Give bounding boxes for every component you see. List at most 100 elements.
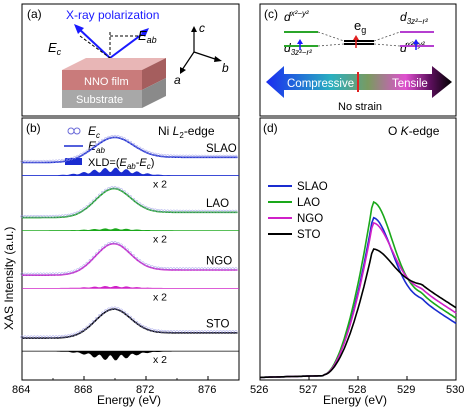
ec-point — [66, 213, 71, 217]
ec-point — [163, 329, 167, 334]
axis-a-label: a — [174, 73, 181, 87]
ec-point — [116, 307, 120, 311]
axis-b-line — [193, 51, 219, 61]
ec-point — [172, 330, 176, 334]
panel-c: (c) dx²−y² d3z²−r² eg d3z²−r² dx²−y² — [259, 3, 457, 117]
ec-point — [125, 138, 129, 143]
series-slao: SLAO x 2 — [20, 134, 239, 191]
ec-point — [184, 154, 188, 158]
ec-point — [156, 329, 160, 333]
ec-point — [225, 209, 229, 213]
ec-point — [203, 330, 207, 334]
axis-b-arrow-icon — [214, 56, 222, 62]
ec-point — [175, 330, 179, 334]
eab-arrow-icon — [109, 31, 146, 59]
x2-label: x 2 — [153, 291, 167, 303]
axis-b-label: b — [222, 61, 229, 75]
ec-point — [101, 138, 105, 142]
ec-point — [94, 252, 98, 256]
ec-point — [48, 335, 52, 339]
ec-point — [212, 267, 216, 271]
ec-point — [156, 153, 160, 157]
x-tick-label: 864 — [12, 384, 30, 396]
ec-point — [45, 214, 49, 219]
ec-point — [51, 159, 55, 163]
ec-point — [63, 334, 67, 338]
ec-point — [203, 267, 207, 271]
x-tick-label: 530 — [446, 384, 464, 396]
ec-point — [169, 330, 173, 334]
ec-point — [125, 313, 129, 317]
panel-b-x-ticks: 864 868 872 876 — [12, 376, 216, 396]
left-electron-head-icon — [297, 39, 303, 44]
panel-d-xlabel: Energy (eV) — [323, 393, 387, 407]
ec-point — [212, 154, 216, 158]
film-top-face — [62, 58, 166, 70]
ec-point — [132, 197, 136, 201]
ec-point — [215, 154, 219, 158]
ec-point — [175, 154, 179, 158]
ec-point — [184, 209, 188, 213]
ec-point — [150, 265, 154, 269]
ec-point — [234, 267, 238, 271]
ec-point — [225, 267, 229, 271]
ec-point — [73, 269, 77, 273]
ec-point — [197, 330, 201, 334]
ec-point — [166, 154, 170, 158]
ec-point — [63, 271, 67, 275]
series-label-ngo: NGO — [206, 256, 232, 268]
ec-point — [228, 209, 232, 213]
ec-arrow-icon — [77, 27, 111, 59]
ec-point — [122, 310, 126, 314]
series-label-slao: SLAO — [206, 143, 237, 155]
ec-point — [218, 154, 222, 158]
ec-point — [20, 335, 24, 339]
ec-point — [29, 159, 33, 164]
ec-point — [113, 186, 117, 190]
ec-point — [132, 142, 136, 146]
ec-point — [163, 267, 167, 271]
ec-point — [39, 214, 43, 219]
panel-d-frame — [259, 117, 457, 381]
ec-point — [225, 154, 229, 158]
film-front-face — [62, 70, 142, 90]
ec-point — [231, 209, 235, 213]
ec-point — [82, 264, 86, 268]
ec-point — [20, 159, 24, 164]
ec-point — [97, 314, 102, 318]
ec-point — [169, 267, 173, 271]
ec-point — [203, 154, 207, 158]
ec-point — [57, 159, 61, 163]
ec-point — [156, 208, 160, 213]
legend-ec-marker — [67, 127, 75, 135]
spectrum-line-slao — [22, 136, 238, 164]
x2-label: x 2 — [153, 234, 167, 246]
ec-point — [57, 272, 61, 276]
ec-point — [144, 326, 148, 330]
ec-point — [144, 149, 148, 153]
ec-point — [197, 209, 201, 213]
ec-point — [178, 267, 182, 271]
ec-point — [107, 242, 111, 246]
ec-point — [215, 209, 219, 213]
ec-point — [94, 196, 98, 200]
ec-point — [39, 335, 43, 339]
series-ngo: NGO x 2 — [20, 241, 239, 303]
ec-point — [29, 214, 33, 219]
ec-point — [194, 330, 198, 334]
ec-label: Ec — [48, 40, 62, 57]
ec-point — [132, 254, 136, 258]
spectrum-line-lao — [22, 187, 238, 219]
ec-point — [212, 209, 216, 213]
ec-point — [187, 330, 191, 334]
ec-point — [234, 209, 238, 213]
ec-point — [42, 214, 46, 219]
legend-label-sto: STO — [297, 229, 320, 241]
axis-a-arrow-icon — [180, 67, 186, 74]
connector-2 — [317, 43, 345, 47]
ec-point — [101, 190, 105, 195]
ec-point — [91, 145, 95, 149]
ec-point — [200, 330, 204, 334]
legend-xld-label: XLD=(Eab-Ec) — [88, 157, 154, 171]
ec-point — [172, 267, 176, 271]
